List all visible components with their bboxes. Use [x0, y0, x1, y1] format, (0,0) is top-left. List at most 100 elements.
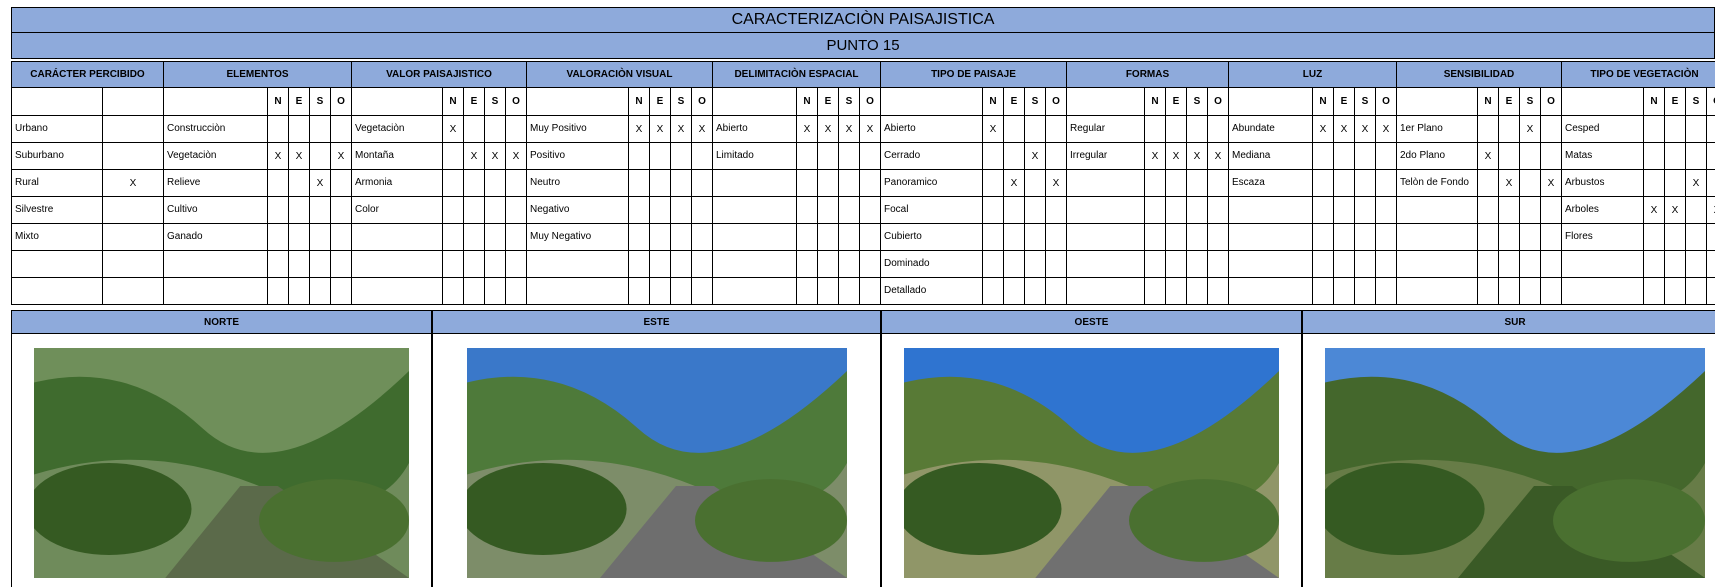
column-header: N	[629, 88, 650, 116]
mark	[1355, 224, 1376, 251]
mark	[310, 143, 331, 170]
mark	[268, 170, 289, 197]
column-header: S	[310, 88, 331, 116]
mark	[331, 197, 352, 224]
mark	[1004, 116, 1025, 143]
mark	[1499, 197, 1520, 224]
mark	[331, 224, 352, 251]
mark	[1187, 170, 1208, 197]
mark	[1145, 251, 1166, 278]
row-label: Vegetaciòn	[352, 116, 443, 143]
mark	[1644, 170, 1665, 197]
mark	[818, 143, 839, 170]
mark	[1478, 251, 1499, 278]
mark	[506, 251, 527, 278]
mark	[1499, 143, 1520, 170]
column-header-blank	[713, 88, 797, 116]
row-label: Irregular	[1067, 143, 1145, 170]
mark: X	[692, 116, 713, 143]
mark	[1313, 170, 1334, 197]
mark	[797, 224, 818, 251]
mark	[1004, 143, 1025, 170]
mark: X	[485, 143, 506, 170]
column-header: S	[671, 88, 692, 116]
mark	[839, 224, 860, 251]
mark	[797, 197, 818, 224]
mark	[1520, 197, 1541, 224]
photo	[1325, 348, 1705, 578]
column-header: N	[443, 88, 464, 116]
row-label: Arboles	[1562, 197, 1644, 224]
row-label: Abierto	[881, 116, 983, 143]
mark	[485, 251, 506, 278]
row-label	[164, 251, 268, 278]
mark: X	[464, 143, 485, 170]
mark: X	[1334, 116, 1355, 143]
mark	[1541, 251, 1562, 278]
mark	[1145, 116, 1166, 143]
column-header: O	[692, 88, 713, 116]
row-label: 1er Plano	[1397, 116, 1478, 143]
mark	[818, 251, 839, 278]
mark	[671, 278, 692, 305]
mark: X	[839, 116, 860, 143]
section-header: SENSIBILIDAD	[1397, 61, 1562, 88]
mark	[650, 170, 671, 197]
mark	[1145, 197, 1166, 224]
mark	[1376, 251, 1397, 278]
mark	[331, 278, 352, 305]
row-label	[352, 251, 443, 278]
mark	[464, 170, 485, 197]
mark	[983, 170, 1004, 197]
mark	[310, 116, 331, 143]
mark	[1686, 251, 1707, 278]
row-label: Cultivo	[164, 197, 268, 224]
row-label: Mixto	[11, 224, 103, 251]
mark	[1541, 143, 1562, 170]
row-label	[713, 224, 797, 251]
mark	[983, 251, 1004, 278]
mark	[1355, 197, 1376, 224]
mark	[1707, 278, 1715, 305]
mark: X	[860, 116, 881, 143]
mark: X	[983, 116, 1004, 143]
photo	[34, 348, 409, 578]
row-label: Muy Positivo	[527, 116, 629, 143]
mark: X	[103, 170, 164, 197]
mark	[797, 143, 818, 170]
mark	[268, 197, 289, 224]
row-label	[1067, 197, 1145, 224]
mark	[1644, 116, 1665, 143]
mark	[1004, 251, 1025, 278]
photo-frame	[11, 334, 432, 587]
column-header	[103, 88, 164, 116]
column-header: O	[331, 88, 352, 116]
row-label	[1397, 251, 1478, 278]
mark	[485, 116, 506, 143]
mark	[671, 170, 692, 197]
column-header: O	[1208, 88, 1229, 116]
column-header: N	[1313, 88, 1334, 116]
row-label: Regular	[1067, 116, 1145, 143]
row-label: Focal	[881, 197, 983, 224]
mark	[1499, 251, 1520, 278]
mark	[1665, 116, 1686, 143]
column-header: S	[1686, 88, 1707, 116]
row-label: Arbustos	[1562, 170, 1644, 197]
mark: X	[650, 116, 671, 143]
mark	[1046, 116, 1067, 143]
mark	[310, 251, 331, 278]
row-label	[164, 278, 268, 305]
mark: X	[1004, 170, 1025, 197]
mark	[692, 278, 713, 305]
mark	[692, 143, 713, 170]
mark: X	[1166, 143, 1187, 170]
mark	[289, 116, 310, 143]
mark	[103, 116, 164, 143]
mark	[650, 224, 671, 251]
mark	[506, 170, 527, 197]
mark	[289, 170, 310, 197]
mark	[1166, 170, 1187, 197]
mark	[310, 224, 331, 251]
